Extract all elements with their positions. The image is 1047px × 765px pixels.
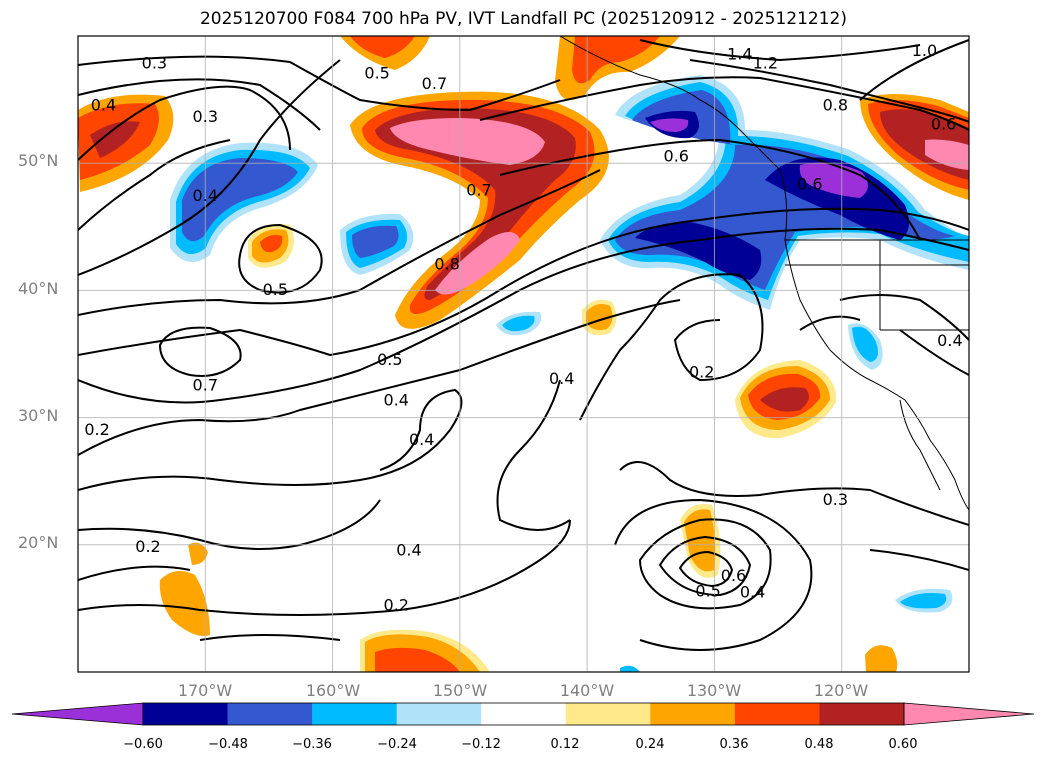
contour-label: 0.5 (377, 350, 402, 369)
contour-label: 0.3 (193, 107, 218, 126)
contour-label: 0.4 (937, 331, 962, 350)
lat-label-30n: 30°N (18, 406, 59, 425)
contour-label: 0.6 (664, 146, 689, 165)
contour-label: 0.2 (689, 363, 714, 382)
contour-label: 0.4 (409, 430, 434, 449)
colorbar-segment (734, 703, 820, 725)
contour-label: 0.4 (383, 391, 408, 410)
contour-label: 0.4 (193, 186, 218, 205)
graticule (78, 36, 969, 672)
figure-title: 2025120700 F084 700 hPa PV, IVT Landfall… (199, 9, 847, 29)
colorbar-tick: −0.12 (461, 737, 501, 752)
lon-label-160w: 160°W (305, 681, 361, 700)
lat-label-40n: 40°N (18, 279, 59, 298)
contour-label: 0.4 (549, 369, 574, 388)
colorbar-segment (565, 703, 651, 725)
pv-anomaly-fill-layer (78, 36, 969, 672)
colorbar-segment (650, 703, 736, 725)
map-frame (77, 35, 970, 673)
contour-label: 0.7 (193, 375, 218, 394)
contour-label: 0.7 (422, 74, 447, 93)
lat-label-50n: 50°N (18, 151, 59, 170)
contour-label: 0.6 (931, 115, 956, 134)
colorbar-segment (143, 703, 229, 725)
contour-label: 0.4 (91, 95, 116, 114)
lon-label-130w: 130°W (686, 681, 742, 700)
lon-label-170w: 170°W (177, 681, 233, 700)
contour-label: 0.2 (383, 595, 408, 614)
lon-label-150w: 150°W (432, 681, 488, 700)
lon-label-120w: 120°W (813, 681, 869, 700)
colorbar-tick: −0.60 (123, 737, 163, 752)
contour-label-layer: 0.30.30.40.40.50.50.70.70.70.80.60.60.60… (84, 41, 962, 615)
contour-label: 0.2 (135, 537, 160, 556)
colorbar-segment (396, 703, 482, 725)
map-panel: 0.30.30.40.40.50.50.70.70.70.80.60.60.60… (77, 35, 970, 673)
lon-label-140w: 140°W (559, 681, 615, 700)
coastline-layer (559, 36, 969, 511)
colorbar-extend-min (11, 702, 144, 726)
contour-label: 0.4 (396, 541, 421, 560)
colorbar-tick: 0.12 (550, 737, 580, 752)
contour-label: 0.8 (434, 254, 459, 273)
colorbar-extend-max (903, 702, 1035, 726)
contour-label: 0.8 (823, 95, 848, 114)
colorbar-segment (481, 703, 567, 725)
contour-label: 0.5 (695, 581, 720, 600)
colorbar-tick: 0.60 (888, 737, 918, 752)
contour-label: 1.0 (912, 41, 937, 60)
colorbar-segment (819, 703, 905, 725)
colorbar-tick: 0.36 (719, 737, 749, 752)
colorbar-tick: 0.48 (804, 737, 834, 752)
colorbar-tick: 0.24 (635, 737, 665, 752)
contour-label: 0.6 (721, 566, 746, 585)
contour-label: 0.2 (84, 420, 109, 439)
contour-label: 0.5 (263, 280, 288, 299)
colorbar-frame (142, 702, 905, 726)
contour-label: 0.3 (823, 490, 848, 509)
lat-label-20n: 20°N (18, 533, 59, 552)
colorbar-tick: −0.24 (377, 737, 417, 752)
colorbar-segment (227, 703, 313, 725)
colorbar-tick: −0.36 (292, 737, 332, 752)
contour-label: 0.3 (142, 53, 167, 72)
contour-label: 0.5 (364, 64, 389, 83)
colorbar-segment (312, 703, 398, 725)
contour-label: 1.4 (727, 45, 752, 64)
contour-label: 1.2 (753, 53, 778, 72)
colorbar-tick: −0.48 (208, 737, 248, 752)
contour-label: 0.7 (466, 181, 491, 200)
contour-label: 0.6 (797, 174, 822, 193)
contour-label: 0.4 (740, 583, 765, 602)
